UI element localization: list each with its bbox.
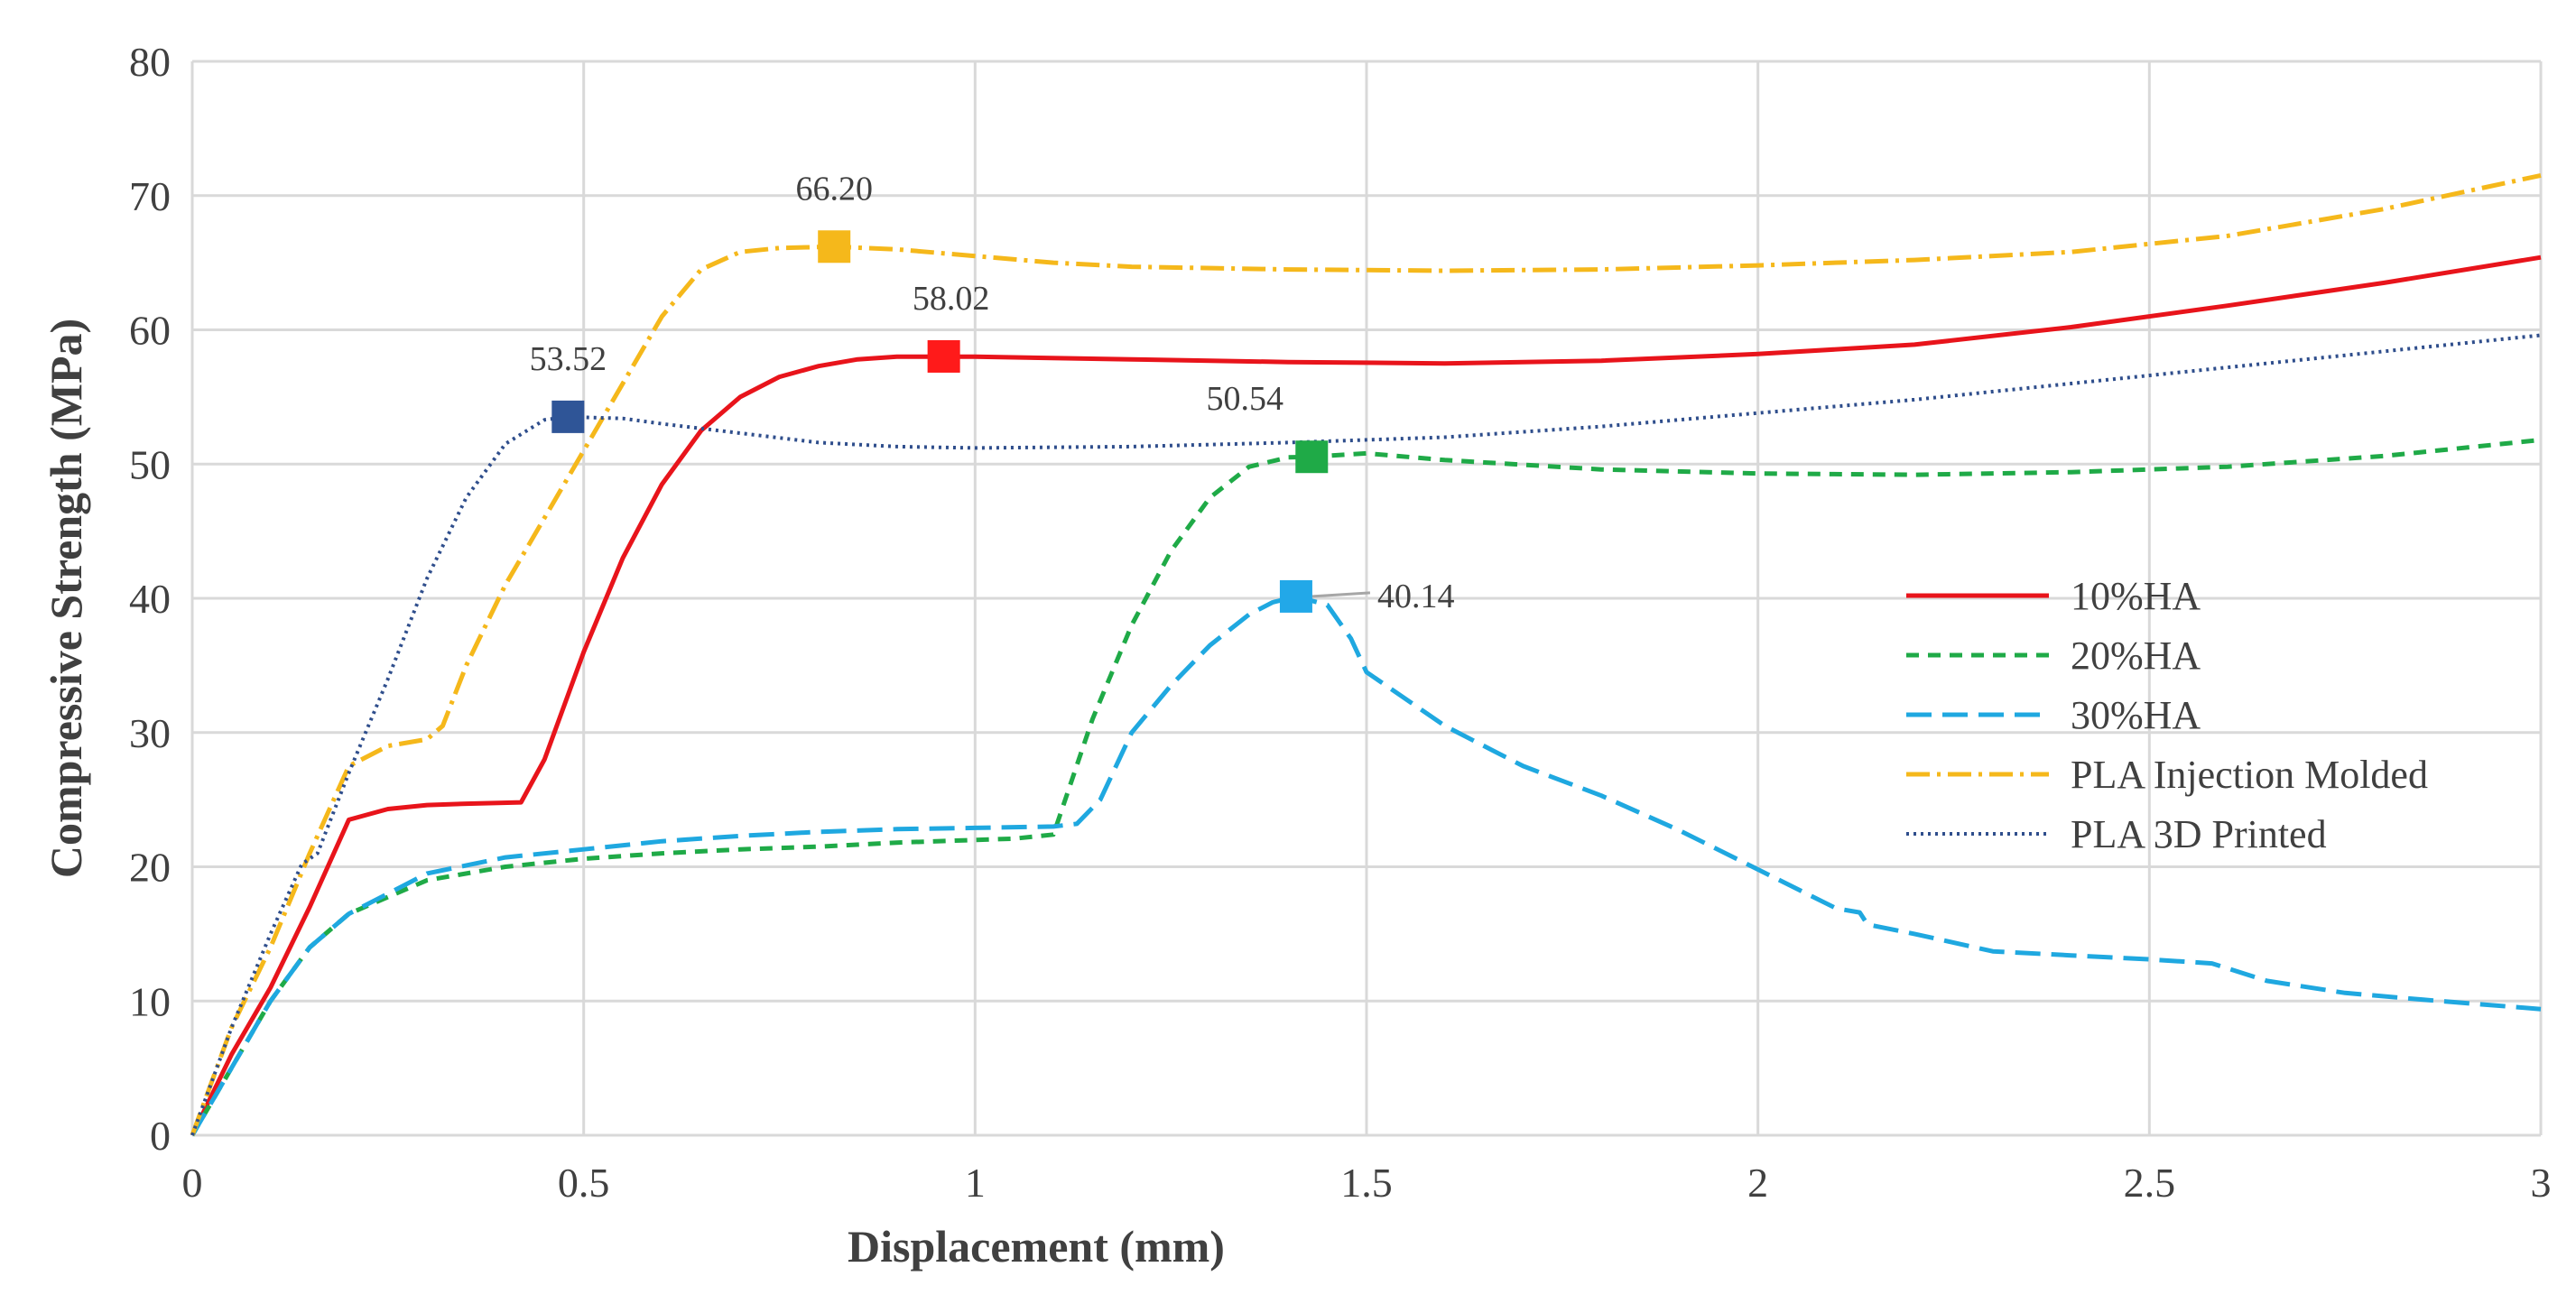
- peak-data-label: 50.54: [1207, 380, 1284, 418]
- peak-marker: [818, 230, 851, 264]
- x-axis-title: Displacement (mm): [848, 1221, 1225, 1272]
- x-tick-label: 2.5: [2124, 1160, 2176, 1206]
- legend-label: PLA Injection Molded: [2071, 753, 2428, 797]
- legend-label: PLA 3D Printed: [2071, 812, 2327, 856]
- x-tick-label: 2: [1747, 1160, 1768, 1206]
- x-tick-label: 1: [965, 1160, 986, 1206]
- y-tick-label: 70: [129, 173, 171, 219]
- series-line-2: [190, 438, 2542, 1137]
- y-tick-label: 80: [129, 39, 171, 85]
- peak-data-label: 40.14: [1377, 578, 1455, 615]
- peak-marker: [551, 400, 585, 433]
- legend-label: 10%HA: [2071, 574, 2201, 618]
- peak-markers: 53.52 66.20 58.02 50.54 40.14: [530, 170, 1455, 615]
- series-line-5: [190, 333, 2542, 1136]
- y-tick-label: 20: [129, 845, 171, 891]
- series-lines: [190, 172, 2542, 1137]
- x-tick-label: 0: [182, 1160, 203, 1206]
- legend-label: 30%HA: [2071, 693, 2201, 737]
- y-tick-label: 0: [150, 1113, 171, 1159]
- peak-data-label: 66.20: [795, 170, 873, 208]
- gridlines: [190, 60, 2543, 1137]
- data-label-leader: [1311, 591, 1371, 598]
- x-tick-label: 1.5: [1340, 1160, 1393, 1206]
- peak-marker: [1295, 440, 1329, 474]
- series-line-4: [190, 172, 2542, 1136]
- y-axis-title: Compressive Strength (MPa): [41, 319, 91, 878]
- peak-data-label: 53.52: [530, 340, 607, 378]
- peak-marker: [1279, 579, 1312, 613]
- x-tick-label: 3: [2531, 1160, 2552, 1206]
- y-tick-label: 60: [129, 308, 171, 354]
- x-tick-label: 0.5: [558, 1160, 610, 1206]
- legend-label: 20%HA: [2071, 634, 2201, 678]
- y-tick-label: 50: [129, 441, 171, 487]
- legend: 10%HA 20%HA 30%HA PLA Injection Molded PLA 3…: [1906, 574, 2428, 856]
- series-line-1: [190, 254, 2542, 1137]
- y-tick-label: 40: [129, 576, 171, 622]
- y-tick-label: 30: [129, 710, 171, 756]
- axes: 0 10 20 30 40 50 60 70 80 0 0.5 1 1.5 2 2.5 3: [129, 39, 2552, 1206]
- series-line-3: [190, 594, 2542, 1137]
- peak-data-label: 58.02: [913, 280, 990, 318]
- y-tick-label: 10: [129, 978, 171, 1024]
- peak-marker: [927, 339, 960, 373]
